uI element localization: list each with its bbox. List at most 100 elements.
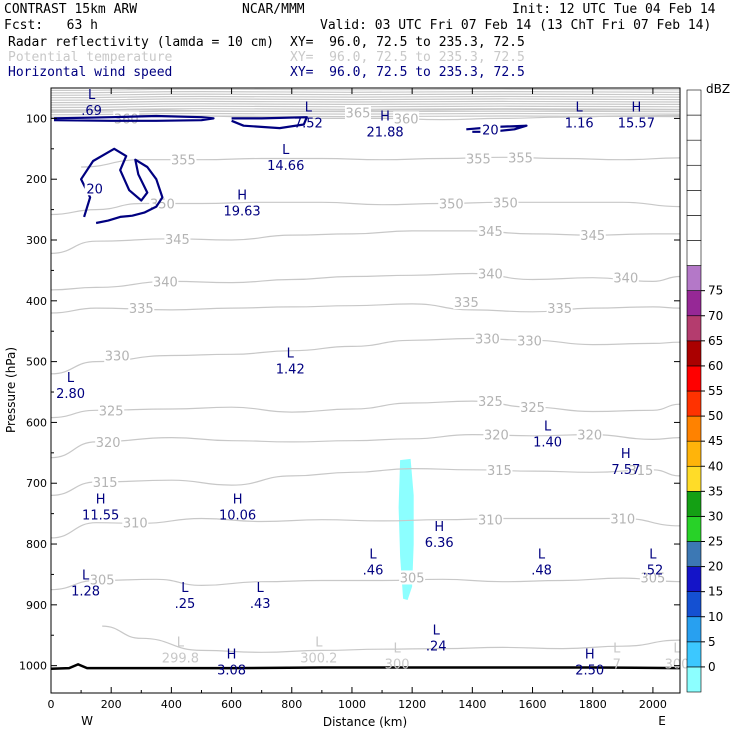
hl-value: .48: [531, 563, 552, 578]
theta-label-bg: [639, 570, 666, 585]
theta-label: 310: [610, 512, 635, 527]
theta-label-bg: [477, 223, 504, 238]
hl-marker-H: H21.88: [366, 110, 403, 141]
theta-label: 360: [394, 112, 419, 127]
theta-label: 325: [478, 395, 503, 410]
hl-value: 15.57: [618, 116, 655, 131]
hl-marker-L: L.24: [426, 623, 447, 654]
hl-markers: L.69 L7.52 H21.88L1.16H15.57L14.66H19.63L1…: [56, 88, 689, 678]
theta-label: 335: [129, 302, 154, 317]
hl-value: 7: [613, 658, 621, 673]
wind-label-bg: [480, 122, 501, 137]
hl-value: .69: [81, 104, 102, 119]
theta-label-bg: [152, 274, 179, 289]
low-symbol: L: [369, 547, 377, 562]
colorbar-segment: [686, 666, 702, 693]
low-symbol: L: [576, 100, 584, 115]
field-theta-name: Potential temperature: [8, 50, 173, 65]
wind-label: 20: [86, 182, 103, 197]
theta-label-bg: [95, 434, 122, 449]
high-symbol: H: [621, 447, 631, 462]
terrain-fill: [51, 664, 680, 693]
theta-label: 340: [478, 267, 503, 282]
colorbar-segment: [686, 516, 702, 542]
theta-label: 335: [454, 296, 479, 311]
hl-value: 2.50: [575, 664, 604, 679]
hl-marker-L: L.52: [643, 547, 664, 578]
theta-label-bg: [477, 512, 504, 527]
low-symbol: L: [613, 642, 621, 657]
theta-label: 310: [478, 514, 503, 529]
theta-label-bg: [516, 333, 543, 348]
high-symbol: H: [227, 648, 237, 663]
colorbar-segment: [686, 89, 702, 116]
colorbar-segment: [686, 340, 702, 367]
theta-label: 320: [96, 436, 121, 451]
x-tick-label: 600: [221, 698, 242, 711]
hl-value: 2.80: [56, 387, 85, 402]
theta-label-bg: [89, 572, 116, 587]
reflectivity-area: [398, 458, 414, 600]
colorbar-segment: [686, 491, 702, 517]
x-tick-label: 200: [101, 698, 122, 711]
hl-marker-L: L1.28: [71, 569, 100, 600]
hl-value: 300: [385, 658, 410, 673]
hl-marker-L: L1.40: [533, 420, 562, 451]
hl-value: 1.28: [71, 585, 100, 600]
theta-label-bg: [477, 266, 504, 281]
hl-marker-H: H11.55: [82, 493, 119, 524]
theta-label-bg: [98, 403, 125, 418]
low-symbol: L: [177, 635, 185, 650]
hl-marker-L: L7: [613, 642, 622, 673]
theta-label-bg: [399, 570, 426, 585]
high-symbol: H: [233, 493, 243, 508]
hl-marker-H: H10.06: [219, 493, 256, 524]
theta-label-bg: [492, 195, 519, 210]
hl-value: .24: [426, 639, 447, 654]
hl-value: .25: [175, 597, 196, 612]
colorbar-label: 15: [708, 585, 723, 599]
low-symbol: L: [305, 100, 313, 115]
high-symbol: H: [380, 110, 390, 125]
hl-value: 1.42: [276, 363, 305, 378]
y-tick-label: 700: [26, 477, 47, 490]
field-wind-name: Horizontal wind speed: [8, 65, 173, 80]
x-tick-label: 1000: [338, 698, 366, 711]
theta-label-bg: [92, 475, 119, 490]
theta-label: 315: [487, 464, 512, 479]
colorbar-segment: [686, 265, 702, 291]
theta-contour-upper: [51, 95, 680, 99]
hl-value: 1.40: [533, 436, 562, 451]
low-symbol: L: [649, 547, 657, 562]
colorbar-label: 60: [708, 359, 723, 373]
theta-label: 345: [580, 229, 605, 244]
low-symbol: L: [315, 635, 323, 650]
theta-label-bg: [164, 231, 191, 246]
colorbar-segment: [686, 616, 702, 643]
colorbar-segment: [686, 240, 702, 266]
theta-label-bg: [519, 400, 546, 415]
hl-marker-H: H2.50: [575, 648, 604, 679]
hl-marker-H: H6.36: [425, 520, 454, 551]
theta-label: 315: [93, 476, 118, 491]
theta-contour-upper: [51, 93, 680, 96]
colorbar-segment: [686, 190, 702, 216]
colorbar-label: 75: [708, 284, 723, 298]
theta-label-bg: [477, 394, 504, 409]
theta-label-bg: [627, 462, 654, 477]
theta-label-bg: [113, 111, 140, 126]
hl-value: 1.16: [565, 116, 594, 131]
field-reflectivity-name: Radar reflectivity (lamda = 10 cm): [8, 35, 275, 50]
colorbar-label: 50: [708, 409, 723, 423]
plot-background: [51, 88, 680, 693]
y-tick-label: 300: [26, 234, 47, 247]
theta-label: 340: [613, 272, 638, 287]
field-reflectivity-xy: XY= 96.0, 72.5 to 235.3, 72.5: [290, 35, 525, 50]
hl-marker-H: H3.08: [217, 648, 246, 679]
hl-value: 19.63: [223, 205, 260, 220]
theta-label: 305: [90, 573, 115, 588]
hl-marker-L: L.69: [81, 88, 102, 119]
theta-label: 320: [484, 429, 509, 444]
x-tick-label: 1800: [579, 698, 607, 711]
